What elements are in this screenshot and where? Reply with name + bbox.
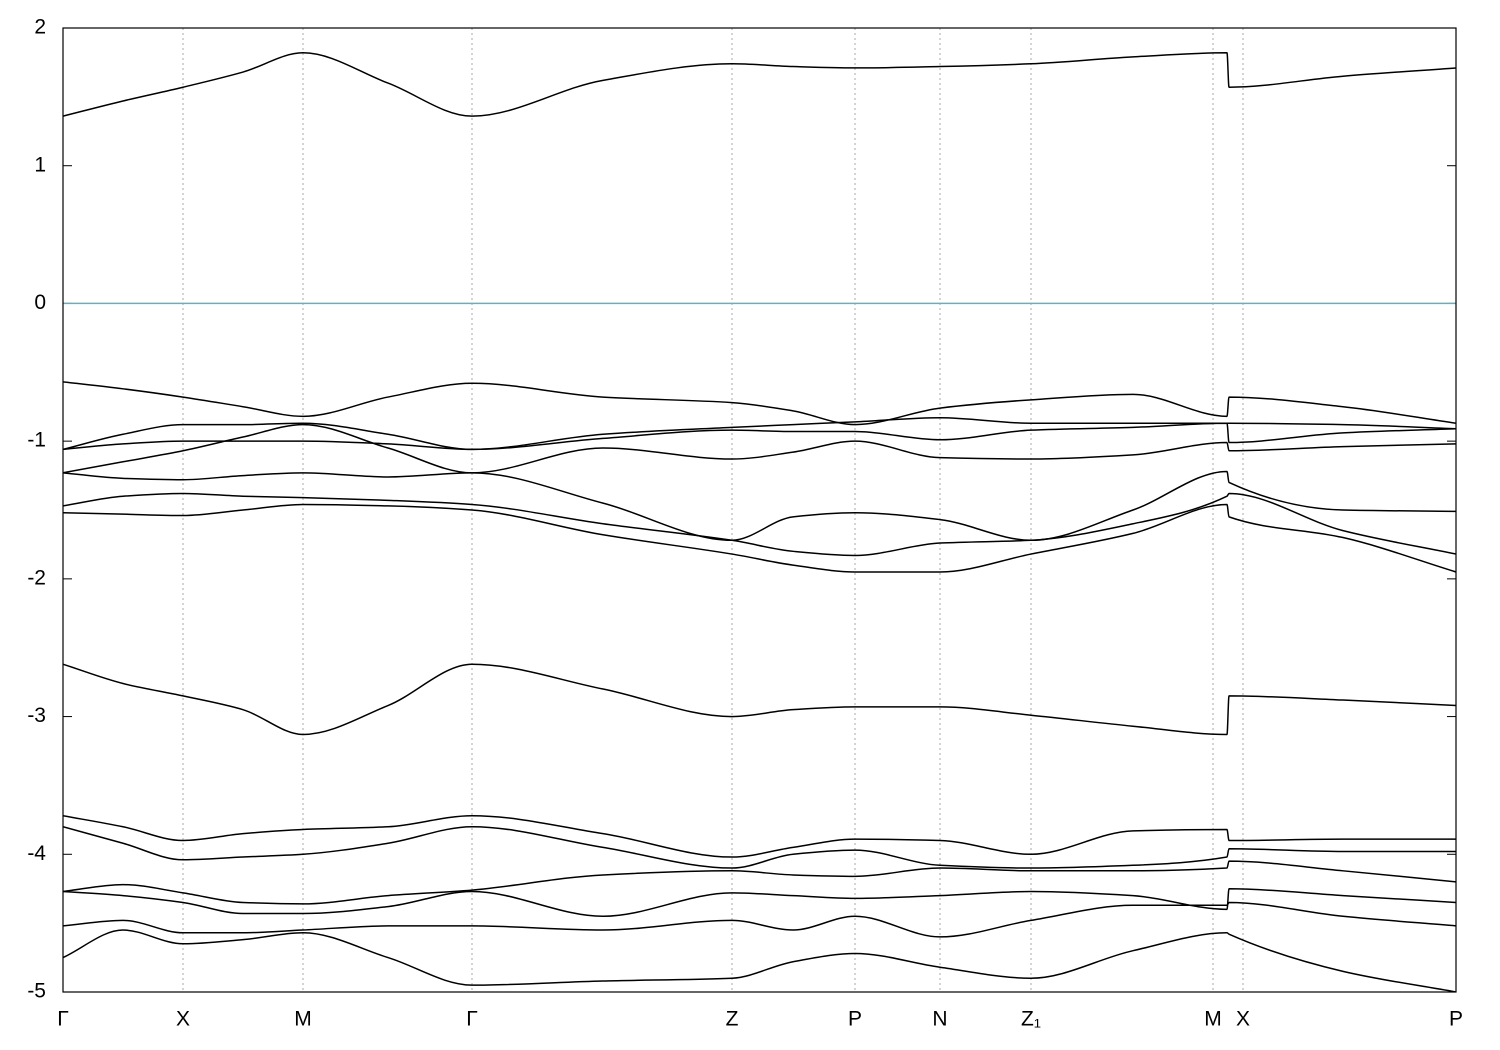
band-line (63, 470, 1456, 542)
band-line (63, 901, 1456, 938)
x-tick-label: X (176, 1008, 190, 1031)
band-line (63, 381, 1456, 426)
x-tick-label: M (1204, 1008, 1222, 1031)
band-line (63, 929, 1456, 992)
band-line (63, 503, 1456, 573)
band-line (63, 663, 1456, 736)
band-line (63, 492, 1456, 557)
x-tick-label: M (294, 1008, 312, 1031)
y-tick-label: -1 (27, 429, 46, 452)
x-tick-label: Γ (466, 1008, 478, 1031)
band-line (63, 825, 1456, 869)
band-line (63, 416, 1456, 451)
y-tick-label: -5 (27, 980, 46, 1003)
x-tick-label: P (1449, 1008, 1463, 1031)
y-tick-label: -2 (27, 566, 46, 589)
x-tick-label: Γ (57, 1008, 69, 1031)
plot-area (63, 52, 1456, 992)
x-tick-label: X (1236, 1008, 1250, 1031)
y-tick-label: -3 (27, 704, 46, 727)
x-tick-label: P (848, 1008, 862, 1031)
band-line (63, 814, 1456, 858)
y-tick-label: 1 (34, 153, 46, 176)
y-tick-label: 2 (34, 16, 46, 39)
band-line (63, 887, 1456, 918)
x-tick-label: Z₁ (1021, 1008, 1041, 1031)
plot-frame (62, 27, 1457, 993)
x-tick-label: N (932, 1008, 947, 1031)
band-line (63, 423, 1456, 474)
x-tick-label: Z (726, 1008, 739, 1031)
y-tick-label: -4 (27, 842, 46, 865)
band-line (63, 860, 1456, 905)
band-line (63, 422, 1456, 451)
band-line (63, 52, 1456, 117)
y-tick-label: 0 (34, 291, 46, 314)
